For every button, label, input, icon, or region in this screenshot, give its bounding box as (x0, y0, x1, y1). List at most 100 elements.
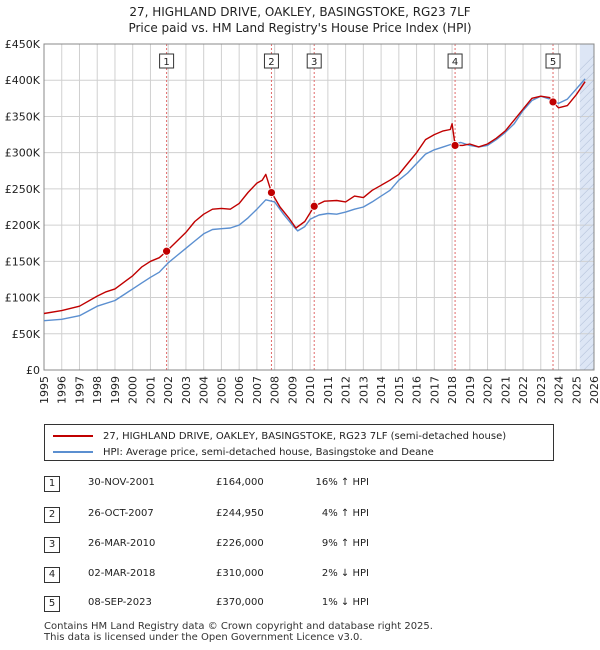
x-tick-label: 2013 (357, 376, 370, 404)
legend-item-price: 27, HIGHLAND DRIVE, OAKLEY, BASINGSTOKE,… (53, 428, 506, 444)
sale-hpi-diff: 16% ↑ HPI (315, 477, 369, 488)
sale-number-label: 1 (163, 57, 169, 68)
x-tick-label: 2011 (322, 376, 335, 404)
x-tick-label: 2003 (180, 376, 193, 404)
x-tick-label: 2010 (304, 376, 317, 404)
sale-price: £370,000 (216, 597, 264, 608)
chart-title: 27, HIGHLAND DRIVE, OAKLEY, BASINGSTOKE,… (0, 4, 600, 36)
sale-number-label: 5 (550, 57, 556, 68)
sale-hpi-diff: 4% ↑ HPI (321, 508, 369, 519)
legend-label-hpi: HPI: Average price, semi-detached house,… (103, 446, 434, 458)
y-tick-label: £100K (5, 292, 41, 305)
sale-date: 26-MAR-2010 (88, 538, 156, 549)
x-tick-label: 2002 (162, 376, 175, 404)
sale-price: £310,000 (216, 568, 264, 579)
sale-hpi-diff: 2% ↓ HPI (321, 568, 369, 579)
sale-number-label: 4 (452, 57, 458, 68)
sale-number-label: 2 (268, 57, 274, 68)
sale-number-label: 3 (311, 57, 317, 68)
future-hatch-line (579, 143, 595, 159)
x-tick-label: 2015 (393, 376, 406, 404)
x-tick-label: 2006 (233, 376, 246, 404)
future-hatch-line (579, 311, 595, 327)
x-tick-label: 1995 (38, 376, 51, 404)
sale-point (162, 246, 171, 256)
x-tick-label: 2004 (198, 376, 211, 404)
price-chart: 1 2 3 4 5 £0 £50K £100K £150K £200K £250K £300K £350… (5, 38, 600, 404)
sale-row: 5 08-SEP-2023 £370,000 1% ↓ HPI (44, 595, 444, 615)
x-tick-label: 2005 (215, 376, 228, 404)
sale-number-box (306, 53, 322, 69)
x-tick-label: 2025 (570, 376, 583, 404)
sale-row: 3 26-MAR-2010 £226,000 9% ↑ HPI (44, 536, 444, 556)
y-tick-label: £150K (5, 255, 41, 268)
y-tick-label: £0 (26, 364, 40, 377)
chart-legend: 27, HIGHLAND DRIVE, OAKLEY, BASINGSTOKE,… (44, 424, 554, 461)
sale-hpi-diff: 9% ↑ HPI (321, 538, 369, 549)
future-hatch-line (579, 183, 595, 199)
sale-number-badge: 4 (44, 567, 60, 583)
attribution-footer: Contains HM Land Registry data © Crown c… (44, 621, 433, 643)
sale-price: £164,000 (216, 477, 264, 488)
sale-number-badge: 1 (44, 476, 60, 492)
sale-number-badge: 2 (44, 507, 60, 523)
sale-hpi-diff: 1% ↓ HPI (321, 597, 369, 608)
title-line-1: 27, HIGHLAND DRIVE, OAKLEY, BASINGSTOKE,… (129, 5, 471, 19)
sale-date: 02-MAR-2018 (88, 568, 156, 579)
sale-number-badge: 5 (44, 596, 60, 612)
future-hatch-line (579, 167, 595, 183)
x-tick-label: 2022 (517, 376, 530, 404)
future-hatch-line (579, 199, 595, 215)
x-tick-label: 2001 (144, 376, 157, 404)
x-tick-label: 2016 (411, 376, 424, 404)
future-hatch-line (579, 119, 595, 135)
x-tick-label: 1997 (73, 376, 86, 404)
sale-row: 1 30-NOV-2001 £164,000 16% ↑ HPI (44, 475, 444, 495)
sale-number-box (263, 53, 279, 69)
future-hatch-line (579, 231, 595, 247)
sale-price: £226,000 (216, 538, 264, 549)
hpi-series-line (43, 78, 586, 322)
future-hatch-line (579, 103, 595, 119)
sale-date: 26-OCT-2007 (88, 508, 154, 519)
x-tick-label: 2019 (464, 376, 477, 404)
footer-line-1: Contains HM Land Registry data © Crown c… (44, 621, 433, 632)
y-tick-label: £250K (5, 183, 41, 196)
x-tick-label: 2024 (553, 376, 566, 404)
future-hatch-line (579, 95, 595, 111)
title-line-2: Price paid vs. HM Land Registry's House … (128, 21, 472, 35)
legend-label-price: 27, HIGHLAND DRIVE, OAKLEY, BASINGSTOKE,… (103, 430, 507, 442)
y-tick-label: £200K (5, 219, 41, 232)
x-tick-label: 2021 (499, 376, 512, 404)
x-tick-label: 2026 (588, 376, 600, 404)
sale-date: 30-NOV-2001 (88, 477, 155, 488)
sale-point (267, 188, 276, 197)
y-tick-label: £50K (12, 328, 41, 341)
sale-number-box (159, 53, 175, 69)
x-tick-label: 2020 (482, 376, 495, 404)
future-hatch-line (579, 175, 595, 191)
future-hatch-line (579, 127, 595, 143)
x-tick-label: 2017 (428, 376, 441, 404)
x-tick-label: 1999 (109, 376, 122, 404)
x-tick-label: 2018 (446, 376, 459, 404)
x-tick-label: 2023 (535, 376, 548, 404)
y-tick-label: £350K (5, 110, 41, 123)
sale-row: 4 02-MAR-2018 £310,000 2% ↓ HPI (44, 566, 444, 586)
future-hatch-line (579, 87, 595, 103)
legend-swatch-hpi (53, 451, 93, 453)
x-tick-label: 2009 (286, 376, 299, 404)
future-hatch-line (579, 239, 595, 255)
sale-price: £244,950 (216, 508, 264, 519)
future-hatch-line (579, 207, 595, 223)
x-tick-label: 1998 (91, 376, 104, 404)
sale-point (548, 97, 558, 107)
sale-point (309, 201, 319, 211)
sale-number-box (447, 53, 463, 69)
future-hatch-line (579, 71, 595, 87)
x-tick-label: 2012 (340, 376, 353, 404)
x-tick-label: 2000 (127, 376, 140, 404)
y-tick-label: £400K (5, 74, 41, 87)
sale-point (450, 141, 460, 150)
future-hatch-line (579, 135, 595, 151)
